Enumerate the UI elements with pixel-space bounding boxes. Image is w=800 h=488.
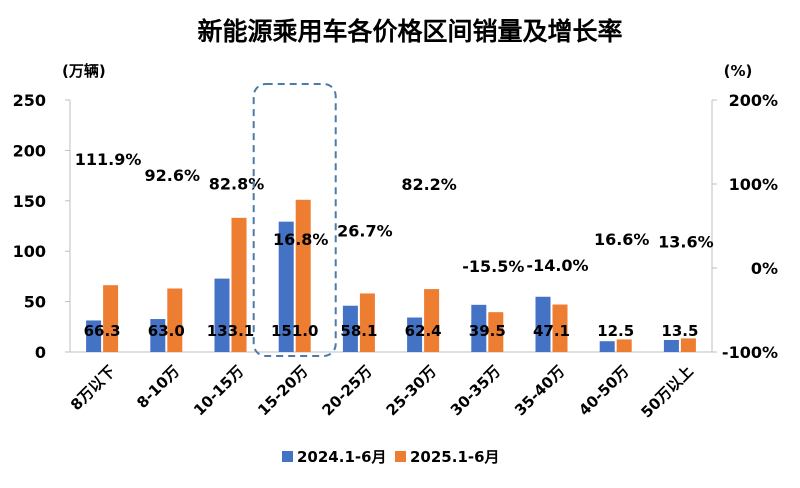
y-right-tick-label: -100% — [722, 343, 778, 362]
highlight-box — [252, 83, 337, 357]
bar-2024 — [278, 221, 294, 352]
bar-2025 — [167, 288, 183, 352]
legend-label: 2025.1-6月 — [410, 448, 500, 466]
growth-rate-label: 16.8% — [273, 230, 329, 249]
bar-2024 — [150, 319, 166, 352]
y-left-unit: (万辆) — [62, 62, 106, 80]
growth-rate-label: -14.0% — [526, 256, 588, 275]
value-label: 63.0 — [148, 322, 185, 340]
bar-2024 — [214, 278, 230, 352]
growth-rate-label: 82.2% — [401, 175, 457, 194]
y-left-tick-label: 200 — [13, 141, 46, 160]
bar-2024 — [86, 320, 102, 352]
value-label: 39.5 — [469, 322, 506, 340]
growth-rate-label: 111.9% — [75, 150, 142, 169]
highlight-box-rect — [252, 83, 337, 357]
bar-2024 — [407, 317, 423, 352]
value-label: 66.3 — [84, 322, 121, 340]
category-label: 8-10万 — [133, 362, 183, 412]
bar-2024 — [471, 304, 487, 352]
bar-2025 — [103, 285, 119, 352]
bar-2025 — [680, 338, 696, 352]
bar-2025 — [616, 339, 632, 352]
growth-rate-label: 13.6% — [658, 233, 714, 252]
value-label: 62.4 — [405, 322, 442, 340]
growth-labels: 111.9%92.6% 82.8% 16.8% 26.7% 82.2% -15.5% -14… — [75, 150, 714, 276]
category-label: 25-30万 — [383, 362, 440, 419]
category-label: 40-50万 — [575, 362, 632, 419]
category-labels: 8万以下 8-10万 10-15万 15-20万 20-25万 25-30万 30-35万 3… — [67, 362, 697, 421]
growth-rate-label: -15.5% — [462, 257, 524, 276]
bar-2024 — [599, 341, 615, 352]
bar-2025 — [552, 304, 568, 352]
legend-swatch-2024 — [282, 451, 293, 462]
category-label: 50万以上 — [637, 362, 696, 421]
bar-2024 — [535, 296, 551, 352]
y-left-tick-label: 250 — [13, 91, 46, 110]
category-label: 20-25万 — [318, 362, 375, 419]
category-label: 30-35万 — [447, 362, 504, 419]
y-right-unit: (%) — [724, 62, 753, 80]
legend: 2024.1-6月 2025.1-6月 — [282, 448, 500, 466]
growth-rate-label: 26.7% — [337, 222, 393, 241]
growth-rate-label: 82.8% — [209, 174, 265, 193]
bar-2024 — [342, 305, 358, 352]
y-left-tick-label: 150 — [13, 192, 46, 211]
y-right-tick-label: 0% — [751, 259, 778, 278]
value-label: 151.0 — [271, 322, 318, 340]
y-right-tick-label: 200% — [729, 91, 778, 110]
value-labels: 66.3 63.0 133.1 151.0 58.1 62.4 39.5 47.1 12.5 13… — [84, 322, 699, 340]
value-label: 13.5 — [661, 322, 698, 340]
category-label: 35-40万 — [511, 362, 568, 419]
bar-2025 — [295, 199, 311, 352]
legend-swatch-2025 — [395, 451, 406, 462]
chart-title: 新能源乘用车各价格区间销量及增长率 — [197, 17, 622, 46]
bars — [86, 199, 696, 352]
bar-2025 — [488, 312, 504, 352]
legend-label: 2024.1-6月 — [297, 448, 387, 466]
growth-rate-label: 16.6% — [594, 230, 650, 249]
y-right-tick-label: 100% — [729, 175, 778, 194]
y-left-tick-label: 50 — [24, 293, 46, 312]
bar-2025 — [231, 217, 247, 352]
value-label: 12.5 — [597, 322, 634, 340]
bar-2024 — [663, 340, 679, 352]
bar-2025 — [359, 293, 375, 352]
category-label: 10-15万 — [190, 362, 247, 419]
value-label: 58.1 — [340, 322, 377, 340]
y-left-tick-label: 0 — [35, 343, 46, 362]
value-label: 47.1 — [533, 322, 570, 340]
value-label: 133.1 — [207, 322, 254, 340]
category-label: 8万以下 — [67, 362, 119, 414]
y-right-axis: 200% 100% 0% -100% — [711, 91, 778, 362]
bar-2025 — [424, 289, 440, 352]
growth-rate-label: 92.6% — [145, 166, 201, 185]
category-label: 15-20万 — [254, 362, 311, 419]
y-left-tick-label: 100 — [13, 242, 46, 261]
